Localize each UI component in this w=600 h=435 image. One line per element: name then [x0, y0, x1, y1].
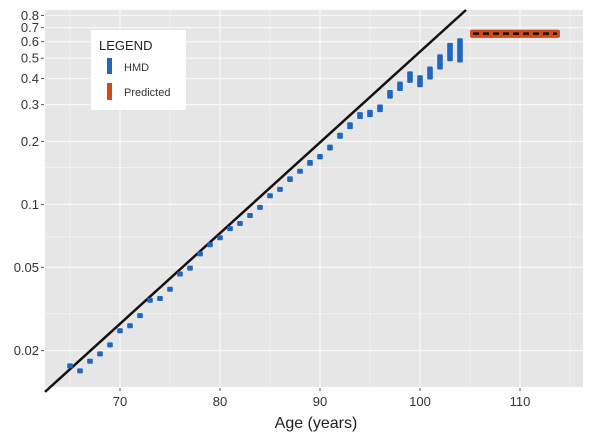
- hmd-point: [67, 363, 73, 369]
- hmd-point: [337, 132, 343, 139]
- y-tick-label: 0.3: [21, 97, 39, 112]
- hmd-point: [257, 204, 263, 210]
- hmd-point: [417, 75, 423, 88]
- marks: [44, 9, 560, 393]
- y-tick-label: 0.5: [21, 51, 39, 66]
- hmd-point: [387, 89, 393, 99]
- hmd-point: [217, 235, 223, 241]
- legend-label-hmd: HMD: [124, 62, 149, 74]
- hmd-point: [457, 38, 463, 63]
- hmd-point: [317, 154, 323, 160]
- hmd-point: [367, 109, 373, 118]
- hmd-point: [397, 81, 403, 92]
- x-tick-label: 100: [409, 394, 431, 409]
- y-tick-label: 0.02: [14, 343, 39, 358]
- hmd-point: [237, 221, 243, 227]
- hmd-point: [277, 186, 283, 192]
- hmd-point: [197, 251, 203, 257]
- x-tick-label: 90: [313, 394, 327, 409]
- y-tick-label: 0.4: [21, 71, 39, 86]
- x-tick-label: 80: [213, 394, 227, 409]
- hmd-point: [127, 323, 133, 329]
- hmd-point: [407, 71, 413, 83]
- legend-key-hmd: [107, 58, 112, 74]
- legend: LEGEND HMD Predicted: [91, 30, 186, 110]
- legend-box: [91, 30, 186, 110]
- hmd-point: [187, 265, 193, 271]
- hmd-point: [287, 176, 293, 182]
- hmd-point: [107, 342, 113, 348]
- x-axis-label: Age (years): [275, 415, 358, 432]
- axes: 0.02 0.05 0.1 0.2 0.3 0.4 0.5 0.60.70.8 70 80 90 10…: [14, 8, 531, 409]
- legend-key-predicted: [107, 83, 112, 100]
- hmd-point: [227, 226, 233, 232]
- hmd-point: [77, 368, 83, 374]
- hmd-point: [347, 122, 353, 130]
- hmd-point: [97, 351, 103, 357]
- hmd-point: [307, 159, 313, 166]
- hmd-point: [207, 242, 213, 248]
- hmd-point: [137, 313, 143, 319]
- hmd-point: [427, 66, 433, 80]
- hmd-point: [267, 193, 273, 199]
- hmd-point: [167, 286, 173, 292]
- y-tick-label: 0.05: [14, 260, 39, 275]
- hmd-point: [327, 144, 333, 151]
- hmd-point: [87, 358, 93, 364]
- hmd-point: [117, 328, 123, 334]
- y-tick-label: 0.1: [21, 197, 39, 212]
- y-tick-label: 0.8: [21, 8, 39, 23]
- hmd-point: [147, 297, 153, 303]
- legend-label-predicted: Predicted: [124, 87, 170, 99]
- y-tick-label: 0.2: [21, 134, 39, 149]
- hmd-point: [247, 213, 253, 219]
- fit-line: [44, 9, 467, 393]
- y-tick-label: 0.7: [21, 20, 39, 35]
- y-tick-label: 0.6: [21, 34, 39, 49]
- hmd-point: [297, 168, 303, 174]
- hmd-point: [377, 104, 383, 113]
- x-tick-label: 110: [510, 394, 531, 409]
- hmd-point: [357, 112, 363, 119]
- hmd-point: [157, 295, 163, 301]
- hmd-point: [447, 42, 453, 62]
- hmd-point: [177, 271, 183, 277]
- hmd-point: [437, 54, 443, 70]
- x-tick-label: 70: [113, 394, 127, 409]
- legend-title: LEGEND: [99, 38, 152, 53]
